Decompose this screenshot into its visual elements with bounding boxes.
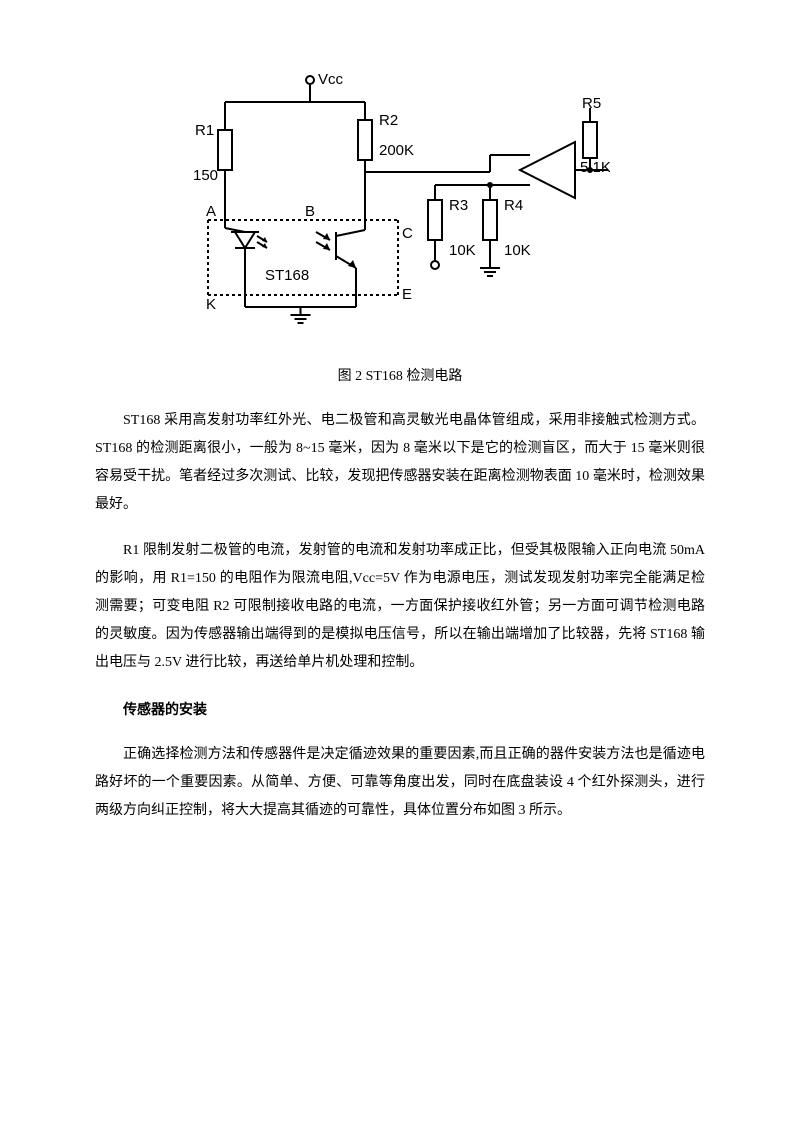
svg-text:R1: R1 — [195, 122, 214, 139]
svg-text:10K: 10K — [449, 242, 476, 259]
svg-text:5.1K: 5.1K — [580, 159, 610, 176]
svg-text:ST168: ST168 — [265, 267, 309, 284]
circuit-diagram: Vcc R1 150 R2 200K A B C ST168 K E R3 10K R4 10K R5 5.1K — [190, 60, 610, 350]
svg-text:10K: 10K — [504, 242, 531, 259]
svg-text:R3: R3 — [449, 197, 468, 214]
svg-text:R5: R5 — [582, 95, 601, 112]
svg-text:200K: 200K — [379, 142, 414, 159]
svg-text:R2: R2 — [379, 112, 398, 129]
paragraph-3: 正确选择检测方法和传感器件是决定循迹效果的重要因素,而且正确的器件安装方法也是循… — [95, 741, 705, 825]
svg-text:C: C — [402, 225, 413, 242]
svg-text:150: 150 — [193, 167, 218, 184]
paragraph-2: R1 限制发射二极管的电流，发射管的电流和发射功率成正比，但受其极限输入正向电流… — [95, 537, 705, 677]
svg-text:R4: R4 — [504, 197, 523, 214]
svg-text:K: K — [206, 296, 216, 313]
circuit-figure: Vcc R1 150 R2 200K A B C ST168 K E R3 10K R4 10K R5 5.1K — [95, 60, 705, 355]
paragraph-1: ST168 采用高发射功率红外光、电二极管和高灵敏光电晶体管组成，采用非接触式检… — [95, 407, 705, 519]
svg-text:E: E — [402, 286, 412, 303]
section-heading: 传感器的安装 — [95, 695, 705, 723]
svg-text:Vcc: Vcc — [318, 71, 344, 88]
figure-caption: 图 2 ST168 检测电路 — [95, 365, 705, 385]
svg-text:A: A — [206, 203, 216, 220]
svg-text:B: B — [305, 203, 315, 220]
